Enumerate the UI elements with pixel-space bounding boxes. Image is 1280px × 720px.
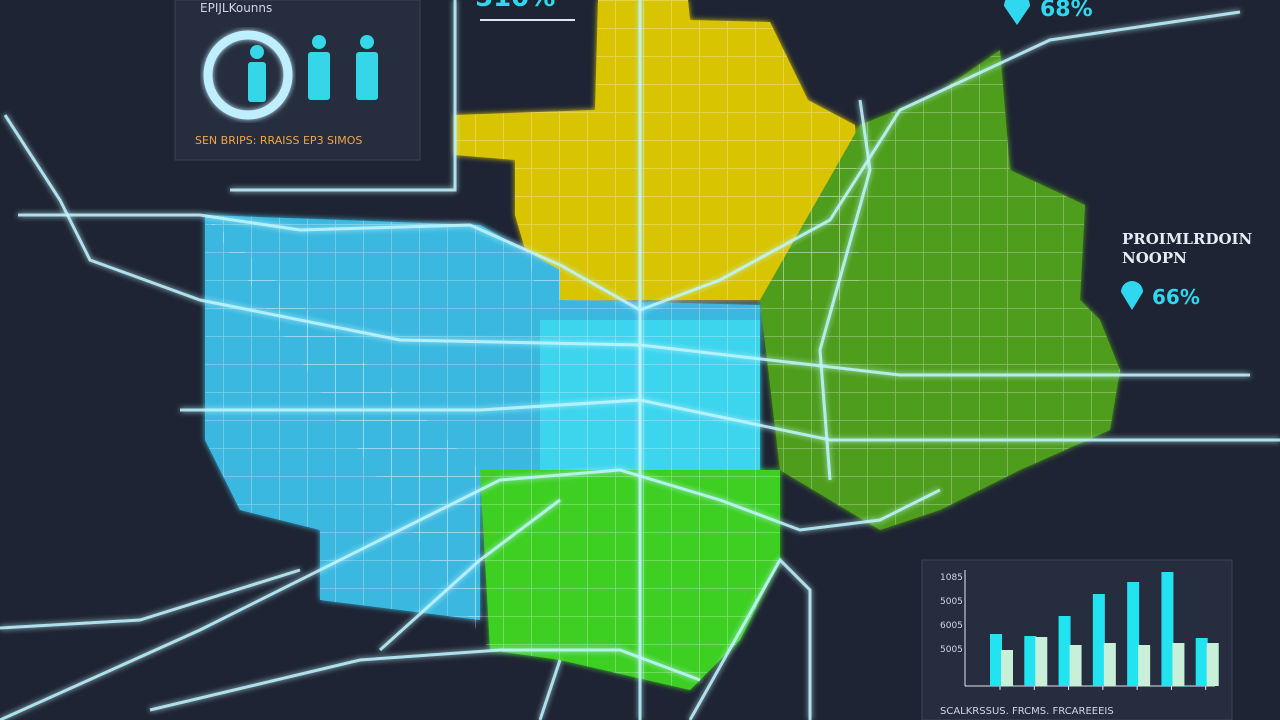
bar-chart: SCALKRSSUS. FRCMS. FRCAREEEIS 1085 5005 60… [921,559,1233,720]
ring-icon [203,30,293,120]
bar [1035,637,1048,686]
bar [1172,643,1185,686]
bar [1195,638,1208,686]
bar [1206,643,1219,686]
y-tick-label: 1085 [940,573,963,583]
bar [1127,582,1140,686]
bar [1024,636,1037,686]
stats-panel: EPIJLKounns SEN BRIPS: RRAISS EP3 SIMOS [174,0,421,161]
bar [1001,650,1013,686]
bar [990,634,1002,686]
bar [1103,643,1116,686]
panel-title: EPIJLKounns [200,1,272,15]
bar [1092,594,1105,686]
person-icons [248,35,378,102]
callout-top-right: 68% [1040,0,1093,22]
pin [1004,0,1030,25]
callout-top: 510% [475,0,555,13]
pin [1121,281,1143,310]
map-regions [205,0,1120,690]
bar [1069,645,1082,686]
callout-value: 66% [1152,285,1200,309]
bar [1161,572,1174,686]
callout-subtitle: NOOPN [1122,249,1187,267]
panel-footer: SEN BRIPS: RRAISS EP3 SIMOS [195,134,362,147]
callout-title: PROIMLRDOIN [1122,230,1253,248]
y-tick-label: 5005 [940,597,963,607]
y-tick-label: 5005 [940,645,963,655]
chart-box [921,559,1233,720]
x-label: SCALKRSSUS. FRCMS. FRCAREEEIS [940,706,1114,717]
y-tick-label: 6005 [940,621,963,631]
panel-box [174,0,421,161]
bar [1138,645,1151,686]
bar [1058,616,1071,686]
